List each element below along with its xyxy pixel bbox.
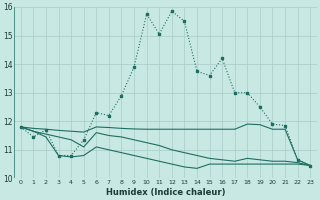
X-axis label: Humidex (Indice chaleur): Humidex (Indice chaleur) [106, 188, 225, 197]
